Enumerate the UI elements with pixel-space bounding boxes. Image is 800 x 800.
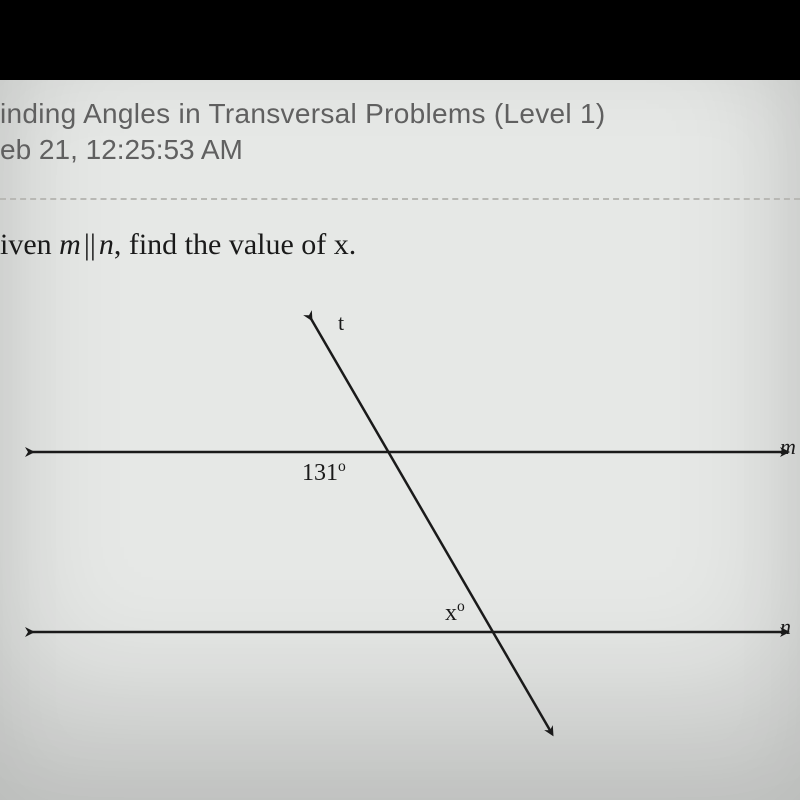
label-m: m [780,434,796,460]
angle-x: xo [445,598,465,627]
angle-known-value: 131 [302,460,338,486]
question-prefix: iven [0,228,59,261]
worksheet-screen: inding Angles in Transversal Problems (L… [0,80,800,800]
label-n: n [780,614,791,640]
line-t [310,317,551,732]
label-t: t [338,310,344,336]
angle-unknown-value: x [445,600,457,626]
degree-2: o [457,598,465,615]
angle-131: 131o [302,458,346,487]
var-n: n [99,228,114,261]
diagram-svg [0,282,800,762]
geometry-diagram: t m n 131o xo [0,282,800,762]
question-text: iven m||n, find the value of x. [0,228,800,262]
page-title: inding Angles in Transversal Problems (L… [0,98,800,130]
header-section: inding Angles in Transversal Problems (L… [0,80,800,184]
var-m: m [59,228,81,261]
divider [0,198,800,200]
question-suffix: , find the value of x. [114,228,356,261]
degree-1: o [338,458,346,475]
parallel-symbol: || [84,228,96,262]
timestamp: eb 21, 12:25:53 AM [0,134,800,166]
